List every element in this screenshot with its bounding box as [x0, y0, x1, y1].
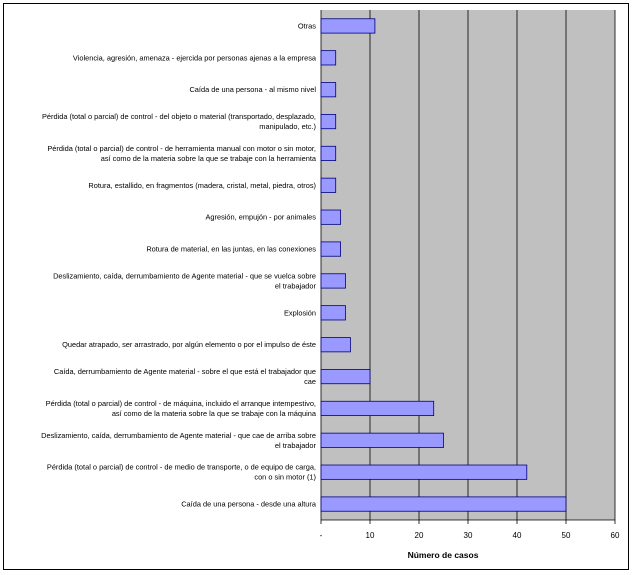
category-label: cae [304, 377, 316, 386]
x-tick-label: 20 [415, 531, 424, 540]
category-label: Caída de una persona - al mismo nivel [189, 85, 316, 94]
category-label: manipulado, etc.) [259, 122, 316, 131]
category-label: Pérdida (total o parcial) de control - d… [47, 144, 316, 153]
x-tick-labels: - 10 20 30 40 50 60 [320, 531, 620, 540]
bar [320, 464, 528, 480]
category-label: Pérdida (total o parcial) de control - d… [46, 399, 316, 408]
category-label: Deslizamiento, caída, derrumbamiento de … [41, 431, 316, 440]
category-label: Quedar atrapado, ser arrastrado, por alg… [62, 340, 316, 349]
category-labels: Otras Violencia, agresión, amenaza - ejer… [41, 21, 317, 508]
bar [320, 82, 337, 98]
category-label: Agresión, empujón - por animales [205, 213, 316, 222]
bar [320, 496, 567, 512]
bar [320, 177, 337, 193]
bar [320, 113, 337, 130]
category-label: Caída, derrumbamiento de Agente material… [54, 367, 316, 376]
x-tick-label: 10 [366, 531, 375, 540]
category-label: Caída de una persona - desde una altura [181, 500, 317, 509]
bar [320, 50, 337, 66]
x-tick-label: 30 [464, 531, 473, 540]
x-tick-label: 60 [611, 531, 620, 540]
bar [320, 18, 376, 34]
bar [320, 432, 444, 448]
category-label: así como de la materia sobre la que se t… [101, 154, 317, 163]
bar [320, 337, 351, 353]
bar [320, 273, 346, 289]
bars [320, 18, 567, 512]
bar [320, 209, 342, 225]
category-label: así como de la materia sobre la que se t… [112, 409, 317, 418]
category-label: Pérdida (total o parcial) de control - d… [42, 112, 316, 121]
bar [320, 241, 342, 257]
category-label: Rotura, estallido, en fragmentos (madera… [88, 181, 316, 190]
bar [320, 368, 371, 385]
category-label: Deslizamiento, caída, derrumbamiento de … [53, 271, 316, 280]
category-label: Pérdida (total o parcial) de control - d… [47, 463, 316, 472]
category-label: Rotura de material, en las juntas, en la… [146, 245, 316, 254]
bar [320, 400, 435, 417]
category-label: con o sin motor (1) [254, 473, 316, 482]
x-tick-label: - [320, 531, 323, 540]
x-tick-label: 50 [562, 531, 571, 540]
chart-frame [3, 3, 629, 570]
x-tick-label: 40 [513, 531, 522, 540]
category-label: Explosión [284, 308, 316, 317]
category-label: Otras [298, 21, 316, 30]
bar [320, 145, 337, 162]
x-axis-title: Número de casos [408, 550, 479, 560]
category-label: el trabajador [275, 281, 317, 290]
bar [320, 305, 346, 321]
category-label: el trabajador [275, 441, 317, 450]
category-label: Violencia, agresión, amenaza - ejercida … [73, 53, 317, 62]
